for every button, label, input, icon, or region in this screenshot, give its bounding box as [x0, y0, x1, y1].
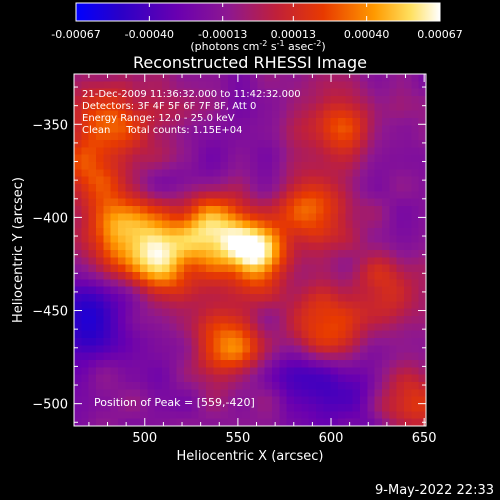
observation-info-line: 21-Dec-2009 11:36:32.000 to 11:42:32.000: [82, 89, 301, 100]
colorbar-unit-label: (photons cm-2 s-1 asec-2): [190, 39, 325, 53]
colorbar-tick-label: 0.00013: [271, 28, 317, 41]
y-axis: −350 −400 −450 −500: [32, 86, 426, 423]
heatmap-raster: [74, 74, 426, 426]
x-axis: 500 550 600 650: [88, 74, 437, 446]
colorbar-ticks: -0.00067 -0.00040 -0.00013 0.00013 0.00040 0.…: [51, 3, 463, 41]
heatmap-image: [74, 74, 426, 426]
x-tick-label: 650: [412, 431, 437, 446]
y-axis-label: Heliocentric Y (arcsec): [11, 177, 26, 323]
observation-info-line: Energy Range: 12.0 - 25.0 keV: [82, 113, 235, 124]
peak-position-label: Position of Peak = [559,-420]: [94, 396, 255, 409]
colorbar-tick-label: -0.00067: [51, 28, 100, 41]
x-tick-label: 600: [319, 431, 344, 446]
colorbar: -0.00067 -0.00040 -0.00013 0.00013 0.00040 0.…: [51, 2, 463, 53]
footer-timestamp: 9-May-2022 22:33: [375, 483, 494, 498]
observation-info-line: Clean Total counts: 1.15E+04: [82, 125, 242, 136]
colorbar-tick-label: 0.00067: [417, 28, 463, 41]
colorbar-gradient: [75, 2, 441, 22]
colorbar-tick-label: 0.00040: [344, 28, 390, 41]
y-tick-label: −500: [32, 398, 68, 413]
x-tick-label: 500: [132, 431, 157, 446]
y-tick-label: −400: [32, 211, 68, 226]
x-axis-label: Heliocentric X (arcsec): [177, 449, 324, 464]
observation-info: 21-Dec-2009 11:36:32.000 to 11:42:32.000…: [82, 89, 301, 136]
chart-title: Reconstructed RHESSI Image: [133, 53, 367, 72]
colorbar-tick-label: -0.00040: [125, 28, 174, 41]
y-tick-label: −350: [32, 118, 68, 133]
colorbar-tick-label: -0.00013: [198, 28, 247, 41]
plot-frame: [73, 73, 427, 427]
x-tick-label: 550: [225, 431, 250, 446]
observation-info-line: Detectors: 3F 4F 5F 6F 7F 8F, Att 0: [82, 101, 256, 112]
y-tick-label: −450: [32, 305, 68, 320]
